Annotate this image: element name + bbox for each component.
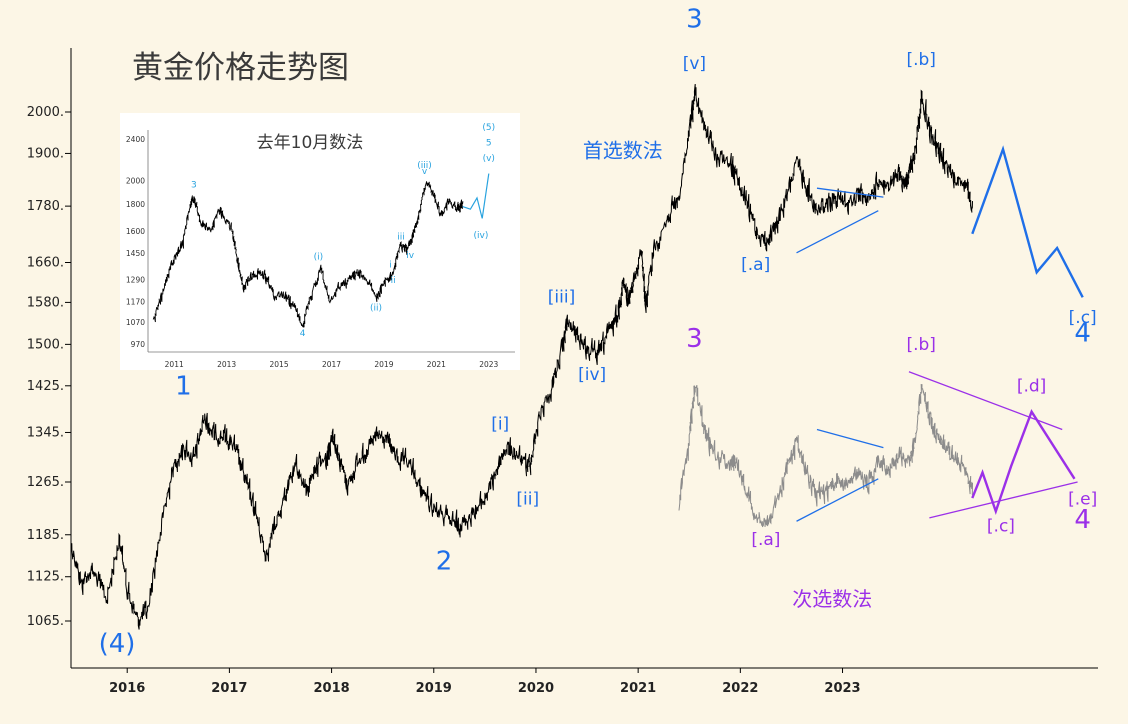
inset-wave-label: (5) [482,123,495,133]
wave-label: 2 [436,547,453,577]
x-tick-label: 2022 [722,681,758,696]
x-tick-label: 2017 [211,681,247,696]
wave-label: (4) [99,629,136,659]
y-tick-label: 1900. [27,146,64,161]
wave-label: 4 [1074,319,1091,349]
wave-label: [.a] [741,255,770,275]
y-tick-label: 1345. [27,425,64,440]
inset-wave-label: ii [391,276,396,286]
inset-y-tick-label: 2000 [126,176,145,185]
wave-labels-layer: (4)123[v][i][ii][iii][iv][.a][.b][.c]4首选… [99,5,1098,659]
inset-y-tick-label: 970 [131,340,146,349]
inset-y-tick-label: 1070 [126,318,145,327]
inset-wave-label: (i) [314,252,324,262]
y-tick-label: 1065. [27,614,64,629]
inset-y-tick-label: 1800 [126,200,145,209]
price-series-layer [70,83,973,630]
y-tick-label: 1500. [27,337,64,352]
x-tick-label: 2016 [109,681,145,696]
wave-label: [.b] [906,50,935,70]
inset-x-tick-label: 2011 [165,360,184,369]
inset-title: 去年10月数法 [257,133,364,153]
inset-y-tick-label: 1450 [126,249,145,258]
inset-y-tick-label: 2400 [126,135,145,144]
y-axis-ticks: 2000. 1900. 1780. 1660. 1580. 1500. 1425. 1345.… [27,105,71,629]
inset-wave-label: i [389,261,392,271]
wave-label: [.e] [1068,490,1097,510]
y-tick-label: 1185. [27,528,64,543]
inset-chart: 2400 2000 1800 1600 1450 1290 1170 1070 970 2011 2… [120,113,520,370]
y-tick-label: 1580. [27,295,64,310]
inset-y-tick-label: 1600 [126,227,145,236]
trendline [796,210,879,254]
wave-label: [v] [683,54,706,74]
inset-wave-label: (ii) [370,303,382,313]
wave-label: 1 [175,371,192,401]
inset-y-tick-label: 1290 [126,275,145,284]
wave-label: 3 [686,324,703,354]
inset-wave-label: (v) [483,154,495,164]
trendline [796,478,879,522]
gold-price-line [70,83,973,630]
wave-label: 4 [1074,505,1091,535]
secondary-projection-line [971,409,1076,516]
x-tick-label: 2021 [620,681,656,696]
inset-wave-label: (iii) [417,161,432,171]
inset-wave-label: v [422,167,428,177]
inset-x-tick-label: 2013 [217,360,236,369]
trendline [816,428,884,449]
x-tick-label: 2020 [518,681,554,696]
wave-label: [ii] [516,490,539,510]
inset-x-tick-label: 2015 [270,360,289,369]
wave-label: [.d] [1017,376,1046,396]
wave-label: [.b] [906,335,935,355]
wave-label: [i] [491,414,509,434]
inset-x-tick-label: 2023 [479,360,498,369]
x-tick-label: 2023 [824,681,860,696]
wave-label: [.c] [1069,308,1097,328]
y-tick-label: 1125. [27,570,64,585]
wave-label: 3 [686,5,703,35]
count-name-label: 次选数法 [792,587,872,611]
inset-wave-label: (iv) [473,231,488,241]
inset-y-tick-label: 1170 [126,298,145,307]
inset-wave-label: iii [397,232,405,242]
inset-x-tick-label: 2017 [322,360,341,369]
y-tick-label: 1265. [27,475,64,490]
inset-wave-label: 5 [486,139,492,149]
x-tick-label: 2019 [416,681,452,696]
inset-panel [120,113,520,370]
wave-label: [iii] [548,287,575,307]
x-tick-label: 2018 [313,681,349,696]
wave-label: [.c] [987,516,1015,536]
wave-label: [.a] [751,530,780,550]
wave-label: [iv] [578,365,606,385]
y-tick-label: 1780. [27,199,64,214]
count-name-label: 首选数法 [583,139,663,163]
wave-overlay-layer [796,145,1084,522]
inset-x-tick-label: 2021 [427,360,446,369]
y-tick-label: 1660. [27,256,64,271]
chart-title: 黄金价格走势图 [132,50,349,86]
y-tick-label: 2000. [27,105,64,120]
inset-wave-label: 4 [300,329,306,339]
inset-x-tick-label: 2019 [374,360,393,369]
inset-wave-label: 3 [191,181,197,191]
y-tick-label: 1425. [27,379,64,394]
trendline [929,481,1078,519]
alternate-price-line [678,384,973,528]
inset-wave-label: iv [406,251,415,261]
x-axis-ticks: 2016 2017 2018 2019 2020 2021 2022 2023 [109,668,861,696]
trendline [816,187,884,198]
inset-projection-line [462,173,490,219]
primary-projection-line [971,145,1084,298]
inset-price-line [152,181,464,328]
